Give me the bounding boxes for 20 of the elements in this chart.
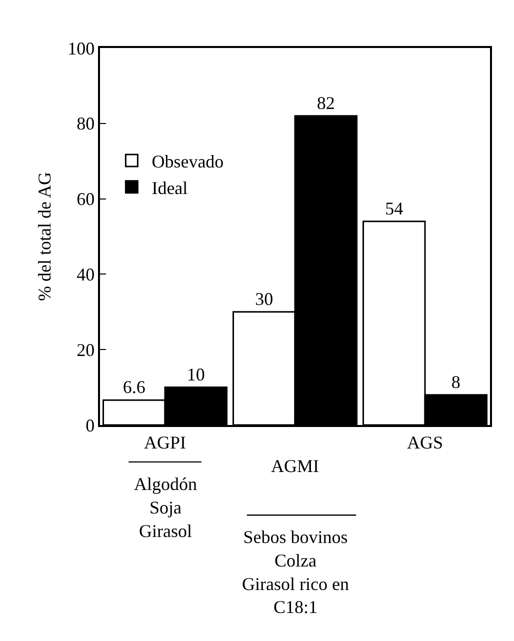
data-label: 6.6 (122, 377, 146, 398)
y-tick-label: 60 (76, 189, 95, 210)
text: Algodón Soja Girasol (134, 474, 197, 541)
data-label: 10 (186, 364, 205, 384)
y-tick-label: 40 (76, 264, 95, 284)
legend-label: Obsevado (152, 151, 224, 172)
x-tick-label: AGPI (144, 432, 186, 452)
y-axis-title: % del total de AG (34, 172, 54, 301)
x-tick-label: AGMI (271, 456, 320, 476)
y-tick-label: 100 (68, 38, 95, 58)
data-label: 30 (255, 288, 274, 309)
data-label: 82 (316, 92, 335, 113)
y-tick-label: 80 (76, 114, 95, 134)
y-tick-label: 20 (76, 340, 95, 360)
data-label: 8 (451, 372, 460, 392)
data-label: 54 (385, 198, 404, 218)
legend-label: Ideal (152, 178, 188, 198)
y-tick-label: 0 (86, 415, 95, 436)
text: Sebos bovinos Colza Girasol rico en C18:1 (242, 527, 349, 618)
x-tick-label: AGS (406, 432, 444, 452)
